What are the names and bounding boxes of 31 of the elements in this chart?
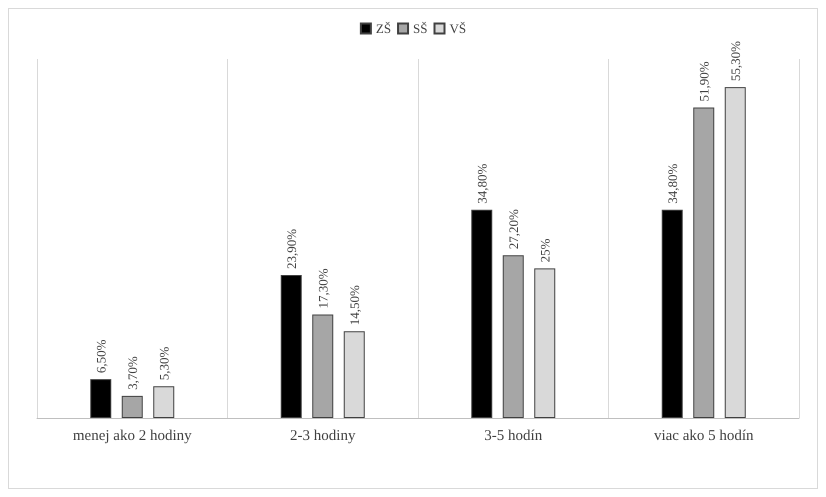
data-label: 34,80% xyxy=(664,164,680,204)
data-label: 14,50% xyxy=(346,284,362,326)
legend-label: VŠ xyxy=(450,21,466,36)
bar xyxy=(534,268,556,418)
data-label: 6,50% xyxy=(93,339,108,374)
bar xyxy=(502,255,524,418)
bar xyxy=(312,314,334,418)
data-label: 51,90% xyxy=(696,61,712,102)
data-label: 5,30% xyxy=(156,346,172,380)
data-label: 27,20% xyxy=(506,209,521,250)
x-tick-label: 2-3 hodiny xyxy=(290,428,356,444)
bar xyxy=(280,275,302,418)
bar xyxy=(662,210,683,418)
data-label: 17,30% xyxy=(315,268,330,308)
bar xyxy=(344,331,365,418)
bar xyxy=(693,107,714,418)
legend-label: SŠ xyxy=(413,21,428,36)
data-label: 25% xyxy=(537,238,552,262)
legend-label: ZŠ xyxy=(376,21,392,36)
x-tick-label: 3-5 hodín xyxy=(484,428,543,444)
bar xyxy=(471,210,492,418)
bar xyxy=(90,379,112,418)
data-label: 3,70% xyxy=(124,356,140,390)
data-label: 55,30% xyxy=(728,40,743,82)
bar xyxy=(153,386,174,418)
bar xyxy=(724,87,746,418)
data-label: 23,90% xyxy=(284,228,299,269)
x-tick-label: menej ako 2 hodiny xyxy=(72,428,192,444)
bar xyxy=(122,396,143,418)
data-label: 34,80% xyxy=(474,164,490,204)
x-tick-label: viac ako 5 hodín xyxy=(654,428,754,444)
